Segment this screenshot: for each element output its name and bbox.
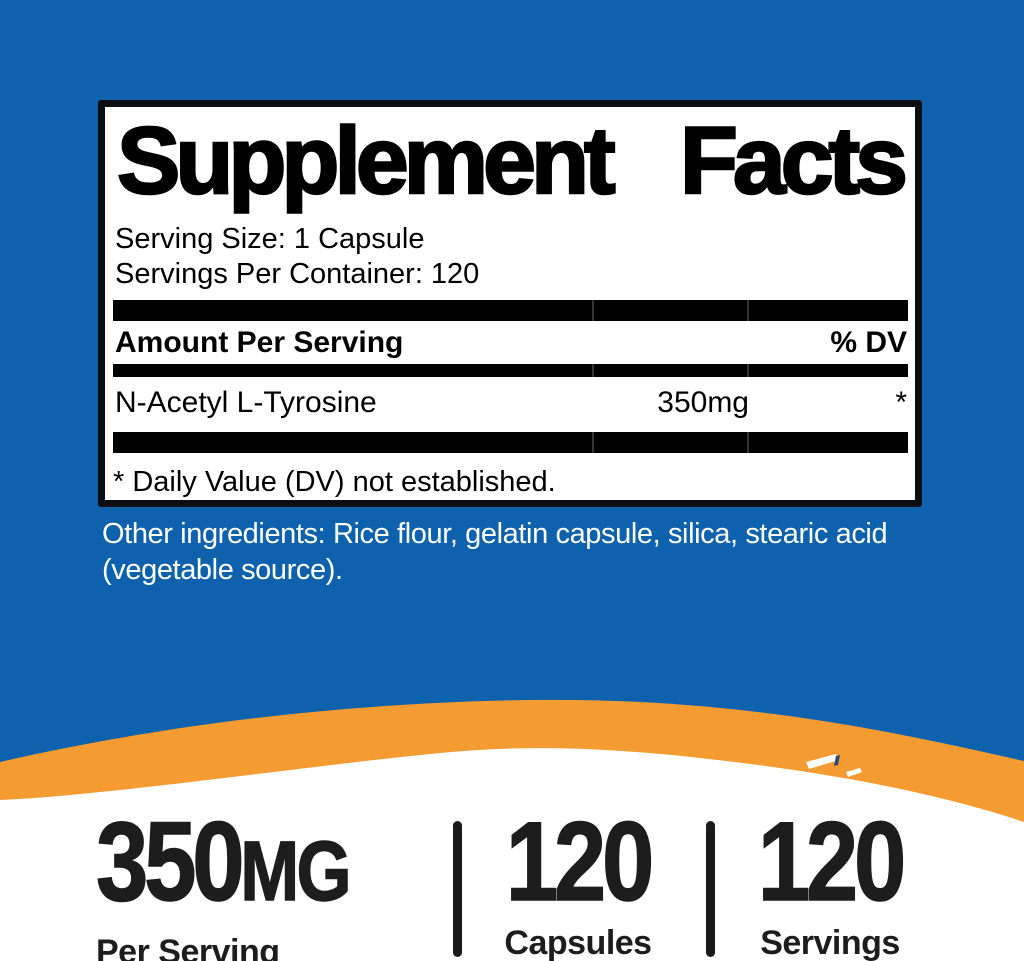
divider-bar-medium xyxy=(113,364,908,377)
stat-servings-label: Servings xyxy=(760,924,900,961)
stat-per-serving-value: 350MG xyxy=(95,805,352,919)
panel-title-word-supplement: Supplement xyxy=(116,108,617,214)
swoosh-brush-fleck xyxy=(846,768,862,777)
divider-bar-thick xyxy=(113,300,908,321)
supplement-facts-panel: Supplement Facts Serving Size: 1 Capsule… xyxy=(98,100,922,507)
daily-value-footnote: * Daily Value (DV) not established. xyxy=(113,466,556,498)
stat-per-serving-label: Per Serving xyxy=(96,933,280,961)
swoosh-white-area xyxy=(0,748,1024,840)
bar-column-seam xyxy=(746,364,749,377)
stats-divider-bar xyxy=(706,821,715,957)
swoosh-brush-tick xyxy=(834,755,840,766)
bar-column-seam xyxy=(746,432,749,453)
other-ingredients: Other ingredients: Rice flour, gelatin c… xyxy=(102,516,962,588)
ingredient-name: N-Acetyl L-Tyrosine xyxy=(115,386,377,419)
ingredient-row: N-Acetyl L-Tyrosine 350mg * xyxy=(111,377,909,432)
other-ingredients-line1: Other ingredients: Rice flour, gelatin c… xyxy=(102,518,888,550)
servings-per-container-line: Servings Per Container: 120 xyxy=(115,258,480,290)
swoosh-brush-fleck xyxy=(806,754,839,769)
other-ingredients-line2: (vegetable source). xyxy=(102,554,343,586)
stat-unit-text: MG xyxy=(240,824,352,918)
amount-per-serving-header: Amount Per Serving xyxy=(115,325,404,359)
percent-dv-header: % DV xyxy=(830,325,907,359)
serving-size-line: Serving Size: 1 Capsule xyxy=(115,223,425,255)
bar-column-seam xyxy=(591,432,594,453)
stat-servings: 120 Servings xyxy=(732,799,928,961)
bar-column-seam xyxy=(591,364,594,377)
bar-column-seam xyxy=(746,300,749,321)
panel-title-word-facts: Facts xyxy=(679,108,910,214)
facts-header-row: Amount Per Serving % DV xyxy=(111,321,909,364)
orange-swoosh-graphic xyxy=(0,640,1024,840)
ingredient-dv-asterisk: * xyxy=(895,386,907,419)
panel-title: Supplement Facts xyxy=(116,108,910,214)
stat-value-text: 350 xyxy=(95,799,245,924)
stat-capsules-label: Capsules xyxy=(504,924,652,961)
stats-divider-bar xyxy=(453,821,462,957)
bar-column-seam xyxy=(591,300,594,321)
stat-servings-value: 120 xyxy=(757,799,907,924)
stat-per-serving: 350MG Per Serving xyxy=(95,805,397,961)
ingredient-amount: 350mg xyxy=(657,386,749,419)
stat-capsules: 120 Capsules xyxy=(480,799,676,961)
stat-capsules-value: 120 xyxy=(505,799,655,924)
divider-bar-thick xyxy=(113,432,908,453)
